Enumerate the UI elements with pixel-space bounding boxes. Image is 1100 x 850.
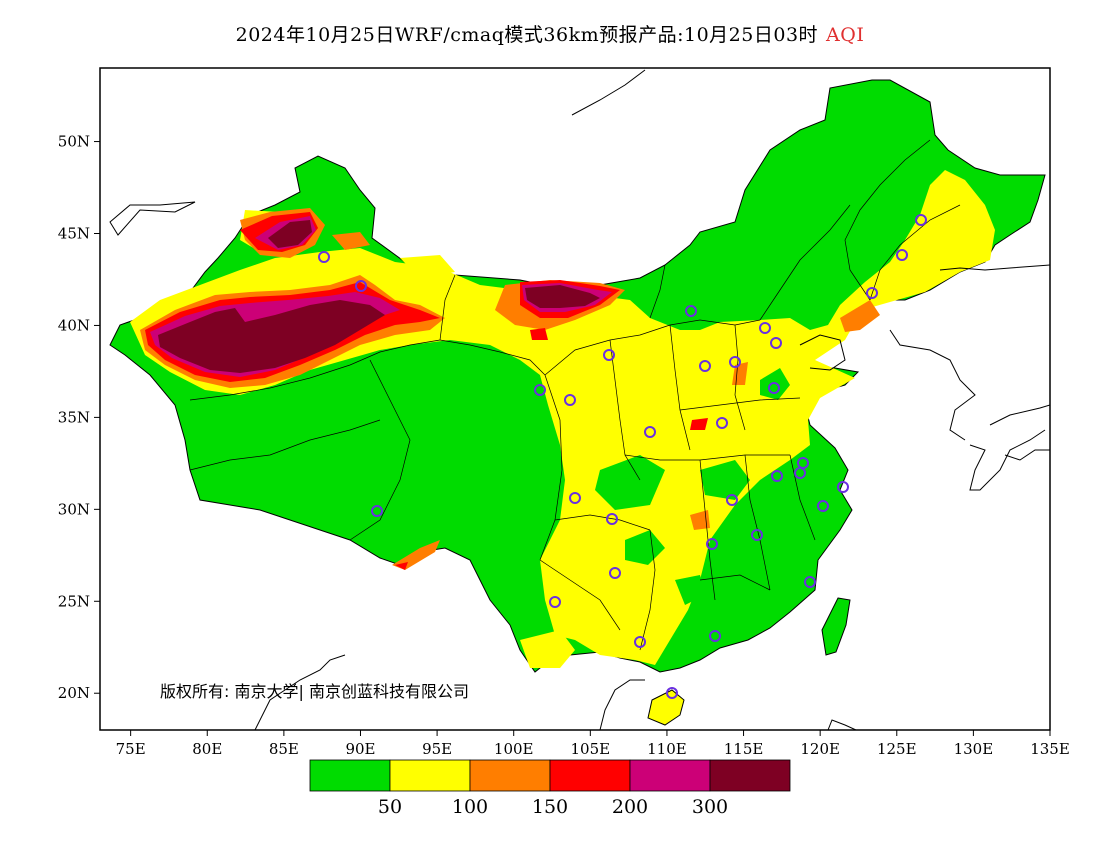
y-tick-label: 25N — [58, 592, 90, 610]
station-marker — [896, 249, 908, 261]
station-marker — [770, 337, 782, 349]
x-tick-label: 80E — [192, 740, 222, 758]
x-axis: 75E 80E 85E 90E 95E 100E 105E 110E 115E 120E 125E 1… — [116, 730, 1070, 758]
station-marker — [771, 470, 783, 482]
x-tick-label: 115E — [724, 740, 764, 758]
title-variable: AQI — [826, 24, 865, 46]
station-marker — [866, 287, 878, 299]
copyright-text: 版权所有: 南京大学| 南京创蓝科技有限公司 — [160, 682, 469, 701]
station-marker — [609, 567, 621, 579]
station-markers — [318, 214, 927, 699]
x-tick-label: 90E — [345, 740, 375, 758]
station-marker — [709, 630, 721, 642]
y-tick-label: 45N — [58, 225, 90, 243]
x-tick-label: 85E — [269, 740, 299, 758]
y-axis: 50N 45N 40N 35N 30N 25N 20N — [58, 133, 100, 702]
neighbour-coastlines — [109, 69, 1050, 730]
station-marker — [804, 576, 816, 588]
station-marker — [564, 394, 576, 406]
x-tick-label: 110E — [647, 740, 687, 758]
station-marker — [699, 360, 711, 372]
aqi-region-maroon — [158, 220, 600, 373]
station-marker — [549, 596, 561, 608]
x-tick-label: 105E — [571, 740, 611, 758]
colorbar-swatch — [469, 759, 551, 792]
station-marker — [603, 349, 615, 361]
station-marker — [768, 382, 780, 394]
colorbar-swatch — [629, 759, 711, 792]
colorbar-swatch — [389, 759, 471, 792]
station-marker — [685, 305, 697, 317]
station-marker — [706, 538, 718, 550]
station-marker — [915, 214, 927, 226]
station-marker — [751, 529, 763, 541]
colorbar-label: 50 — [378, 796, 402, 818]
x-tick-label: 125E — [877, 740, 917, 758]
map-title: 2024年10月25日WRF/cmaq模式36km预报产品:10月25日03时 A… — [0, 20, 1100, 47]
y-tick-label: 30N — [58, 500, 90, 518]
x-tick-label: 95E — [422, 740, 452, 758]
province-boundaries — [189, 139, 961, 651]
station-marker — [371, 505, 383, 517]
station-marker — [318, 251, 330, 263]
station-marker — [759, 322, 771, 334]
aqi-region-hainan — [647, 689, 685, 726]
colorbar: 50 100 150 200 300 — [309, 759, 791, 818]
y-tick-label: 40N — [58, 316, 90, 334]
aqi-region-green-pockets — [440, 368, 790, 605]
station-marker — [644, 426, 656, 438]
station-marker — [606, 513, 618, 525]
y-tick-label: 20N — [58, 684, 90, 702]
colorbar-swatch — [709, 759, 791, 792]
station-marker — [634, 636, 646, 648]
station-marker — [817, 500, 829, 512]
station-marker — [666, 687, 678, 699]
y-tick-label: 35N — [58, 408, 90, 426]
y-tick-label: 50N — [58, 133, 90, 151]
x-tick-label: 135E — [1030, 740, 1070, 758]
station-marker — [569, 492, 581, 504]
x-tick-label: 100E — [494, 740, 534, 758]
colorbar-swatch — [549, 759, 631, 792]
station-marker — [716, 417, 728, 429]
x-tick-label: 75E — [116, 740, 146, 758]
colorbar-label: 150 — [532, 796, 568, 818]
plot-frame — [99, 67, 1051, 731]
station-marker — [534, 384, 546, 396]
station-marker — [355, 280, 367, 292]
station-marker — [726, 494, 738, 506]
x-tick-label: 120E — [800, 740, 840, 758]
station-marker — [797, 457, 809, 469]
aqi-region-taiwan — [821, 597, 851, 656]
station-marker — [729, 356, 741, 368]
x-tick-label: 130E — [954, 740, 994, 758]
colorbar-swatch — [309, 759, 391, 792]
aqi-field — [109, 69, 1050, 730]
station-marker — [837, 481, 849, 493]
colorbar-label: 200 — [612, 796, 648, 818]
title-text: 2024年10月25日WRF/cmaq模式36km预报产品:10月25日03时 — [235, 24, 819, 46]
colorbar-label: 300 — [692, 796, 728, 818]
colorbar-label: 100 — [452, 796, 488, 818]
